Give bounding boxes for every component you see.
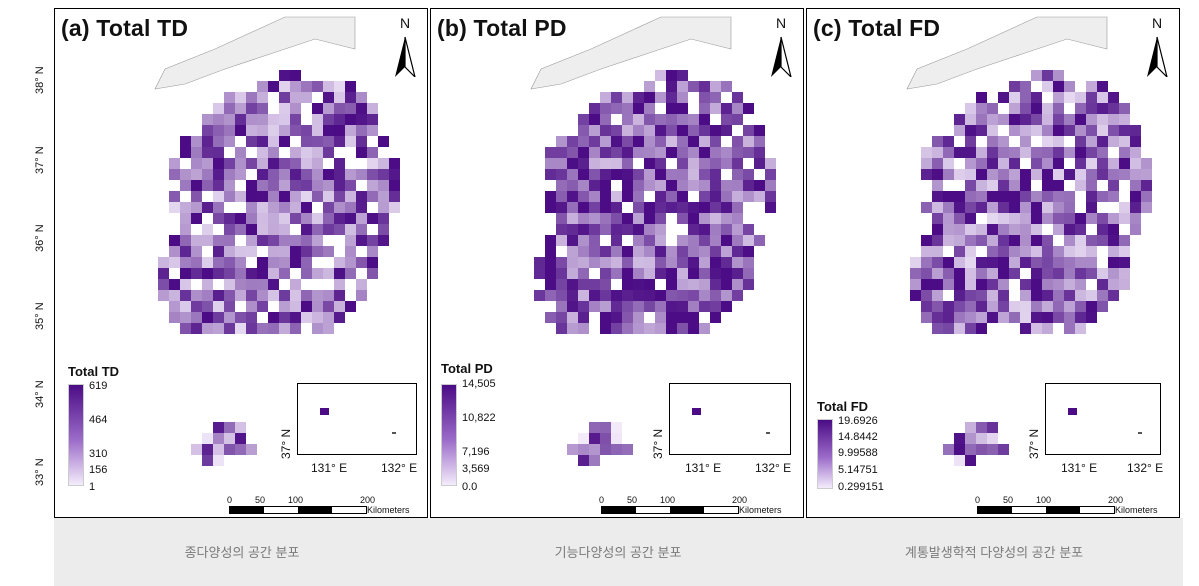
north-label: N — [1151, 15, 1163, 31]
north-arrow-icon: N — [767, 15, 795, 77]
figure: 38° N 37° N 36° N 35° N 34° N 33° N (a) … — [34, 8, 1183, 518]
inset-lat-label: 37° N — [1027, 428, 1041, 459]
legend-label-min: 0.0 — [462, 481, 478, 493]
north-label: N — [775, 15, 787, 31]
legend-title: Total TD — [68, 364, 120, 379]
lat-label-38: 38° N — [34, 66, 46, 94]
legend-label-q1: 5.14751 — [838, 464, 878, 476]
inset-island-marker — [766, 432, 770, 434]
lat-label-33: 33° N — [34, 458, 46, 486]
lat-label-36: 36° N — [34, 224, 46, 252]
legend-colorbar — [68, 384, 84, 486]
caption-functional-diversity: 기능다양성의 공간 분포 — [554, 545, 682, 560]
legend-label-max: 619 — [89, 380, 108, 392]
inset-korea-marker — [320, 408, 329, 415]
legend-label-min: 0.299151 — [838, 481, 884, 493]
panel-title: (c) Total FD — [813, 15, 941, 41]
inset-lon-label-131: 131° E — [1061, 461, 1098, 475]
scalebar-tick-0: 0 — [227, 495, 233, 505]
lat-label-35: 35° N — [34, 302, 46, 330]
scalebar-unit: Kilometers — [367, 505, 410, 515]
lat-label-34: 34° N — [34, 380, 46, 408]
scalebar-tick-100: 100 — [288, 495, 304, 505]
scalebar-unit: Kilometers — [739, 505, 782, 515]
scalebar-tick-50: 50 — [255, 495, 266, 505]
scalebar-tick-100: 100 — [660, 495, 676, 505]
legend-label-q1: 156 — [89, 464, 108, 476]
lat-label-37: 37° N — [34, 146, 46, 174]
panel-total-fd: (c) Total FD N Total FD 19.6926 14.8442 … — [806, 8, 1180, 518]
caption-species-diversity: 종다양성의 공간 분포 — [184, 545, 300, 560]
scalebar-tick-0: 0 — [975, 495, 981, 505]
north-arrow-icon: N — [1143, 15, 1171, 77]
caption-phylogenetic-diversity: 계통발생학적 다양성의 공간 분포 — [904, 545, 1084, 560]
panel-total-pd: (b) Total PD N Total PD 14,505 10,822 7,… — [430, 8, 804, 518]
legend-label-q3: 10,822 — [462, 412, 496, 424]
scalebar-bar — [601, 506, 739, 514]
legend-label-max: 14,505 — [462, 378, 496, 390]
scalebar-tick-100: 100 — [1036, 495, 1052, 505]
legend-label-q2: 310 — [89, 448, 108, 460]
legend-label-max: 19.6926 — [838, 415, 878, 427]
inset-lon-label-132: 132° E — [755, 461, 792, 475]
legend-title: Total PD — [441, 361, 493, 376]
map-total-td — [154, 16, 400, 466]
scalebar-tick-200: 200 — [732, 495, 748, 505]
inset-lat-label: 37° N — [279, 428, 293, 459]
map-total-pd — [530, 16, 776, 466]
north-arrow-icon: N — [391, 15, 419, 77]
legend-title: Total FD — [817, 399, 869, 414]
caption-strip: 종다양성의 공간 분포 기능다양성의 공간 분포 계통발생학적 다양성의 공간 … — [54, 518, 1183, 586]
legend-colorbar — [441, 384, 457, 486]
scalebar-bar — [229, 506, 367, 514]
north-label: N — [399, 15, 411, 31]
inset-map — [1045, 383, 1161, 455]
scalebar-tick-0: 0 — [599, 495, 605, 505]
inset-lon-label-132: 132° E — [1127, 461, 1164, 475]
legend-label-q1: 3,569 — [462, 463, 490, 475]
legend-colorbar — [817, 419, 833, 489]
inset-korea-marker — [692, 408, 701, 415]
inset-lon-label-131: 131° E — [685, 461, 722, 475]
inset-lat-label: 37° N — [651, 428, 665, 459]
inset-korea-marker — [1068, 408, 1077, 415]
legend-label-q3: 464 — [89, 414, 108, 426]
inset-island-marker — [392, 432, 396, 434]
panel-title: (b) Total PD — [437, 15, 567, 41]
inset-lon-label-131: 131° E — [311, 461, 348, 475]
scalebar-tick-50: 50 — [627, 495, 638, 505]
scalebar-unit: Kilometers — [1115, 505, 1158, 515]
inset-island-marker — [1138, 432, 1142, 434]
map-total-fd — [906, 16, 1152, 466]
scalebar-tick-50: 50 — [1003, 495, 1014, 505]
inset-lon-label-132: 132° E — [381, 461, 418, 475]
legend-label-q2: 9.99588 — [838, 447, 878, 459]
panel-title: (a) Total TD — [61, 15, 189, 41]
scalebar-tick-200: 200 — [360, 495, 376, 505]
legend-label-q3: 14.8442 — [838, 431, 878, 443]
inset-map — [669, 383, 791, 455]
inset-map — [297, 383, 417, 455]
scalebar-tick-200: 200 — [1108, 495, 1124, 505]
panel-total-td: (a) Total TD N Total TD 619 464 310 156 … — [54, 8, 428, 518]
legend-label-min: 1 — [89, 481, 96, 493]
scalebar-bar — [977, 506, 1115, 514]
legend-label-q2: 7,196 — [462, 446, 490, 458]
